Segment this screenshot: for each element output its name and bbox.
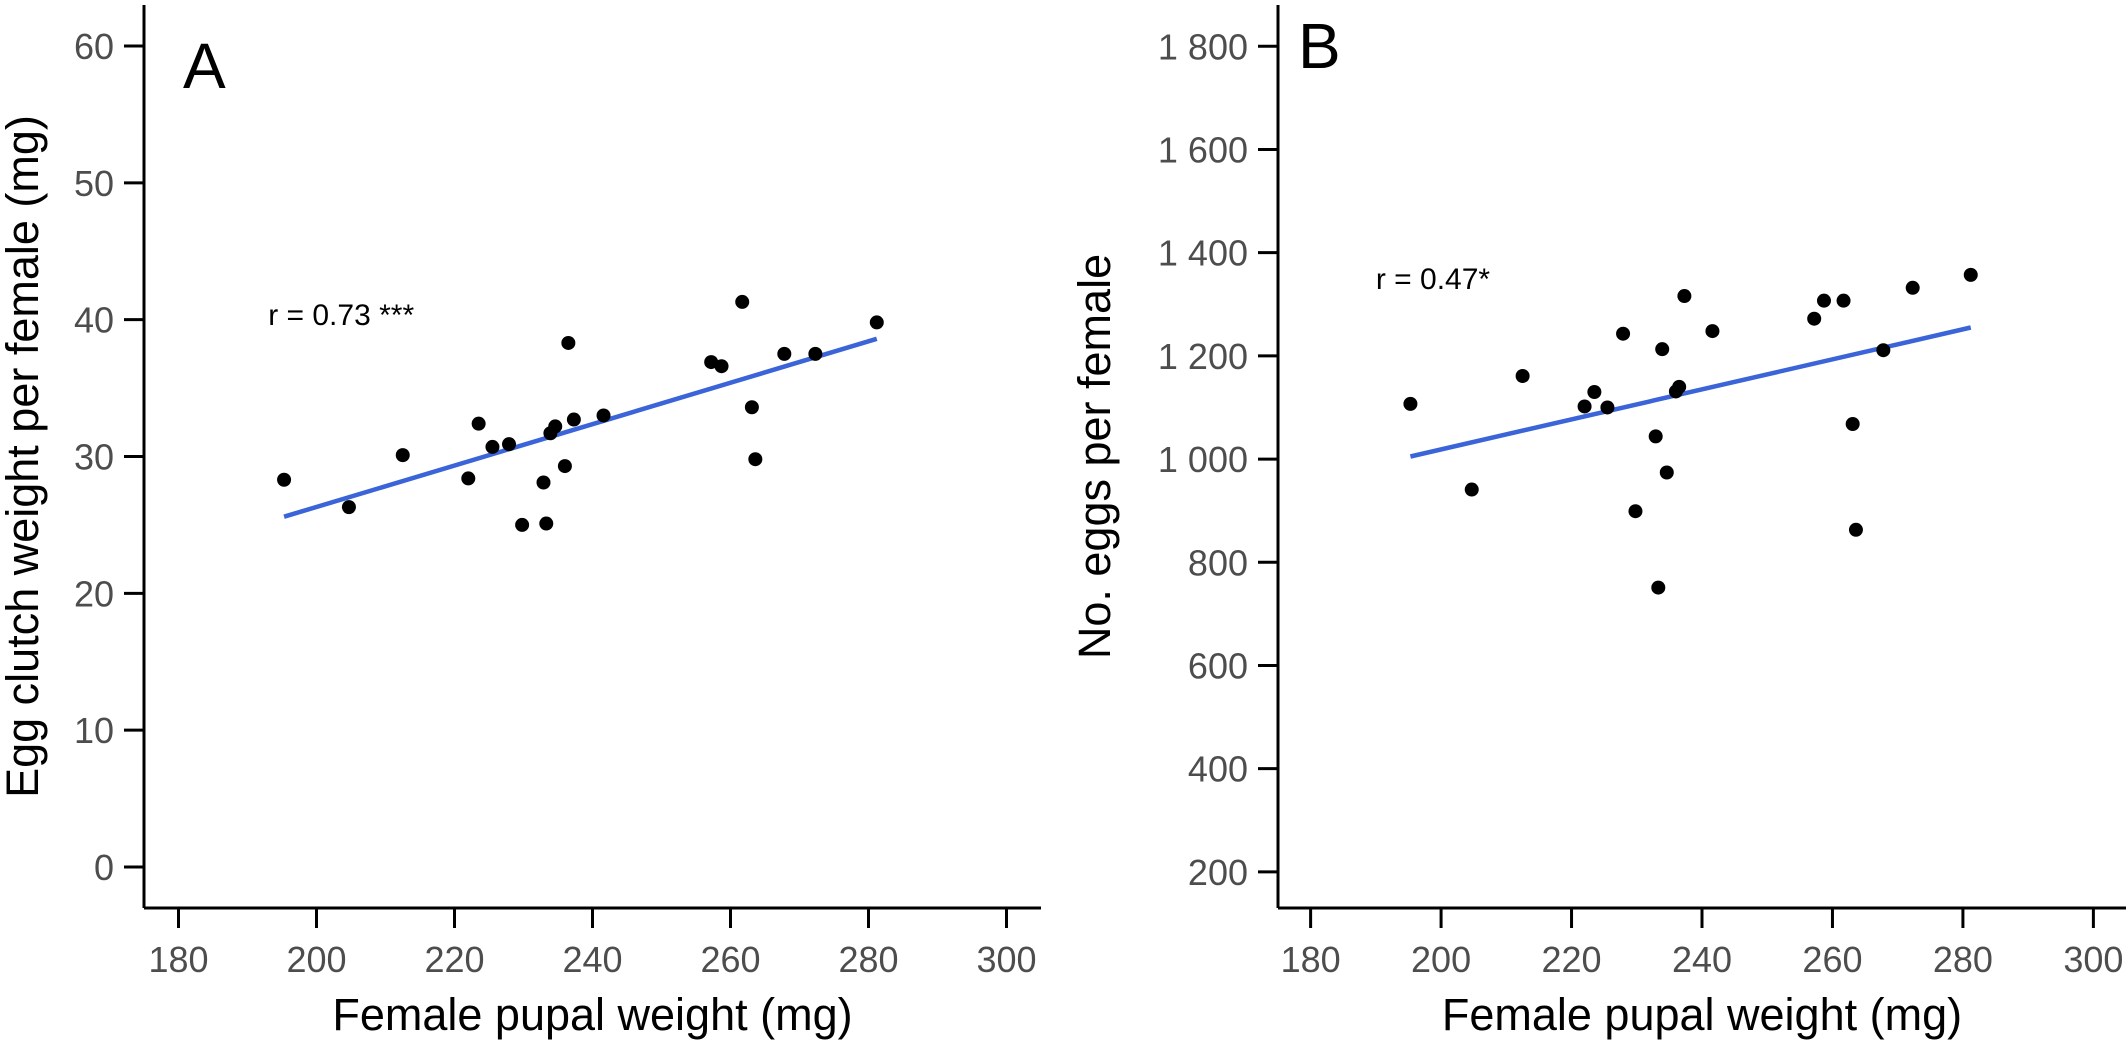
correlation-annotation: r = 0.47*: [1376, 263, 1491, 296]
data-point: [502, 437, 517, 452]
panel-b: 180 200 220 240 260 280 300 200 400 600 800 1 000 1 …: [1069, 5, 2126, 1040]
data-point: [1600, 400, 1615, 415]
data-point: [395, 448, 410, 463]
data-point: [1659, 465, 1674, 480]
y-tick-label: 20: [74, 573, 114, 614]
data-point: [596, 408, 611, 423]
data-point: [1807, 311, 1822, 326]
x-axis-title: Female pupal weight (mg): [332, 989, 852, 1040]
data-point: [1963, 267, 1978, 282]
data-point: [748, 452, 763, 467]
y-axis-title: Egg clutch weight per female (mg): [0, 115, 48, 798]
y-tick-label: 10: [74, 710, 114, 751]
data-point: [1905, 280, 1920, 295]
panel-label: A: [183, 30, 226, 102]
data-point: [557, 459, 572, 474]
y-tick-label: 1 600: [1158, 129, 1248, 170]
data-point: [777, 346, 792, 361]
y-tick-label: 800: [1188, 542, 1248, 583]
x-tick-label: 260: [700, 939, 760, 980]
data-point: [539, 516, 554, 531]
data-point: [561, 335, 576, 350]
y-tick-label: 1 800: [1158, 26, 1248, 67]
x-tick-label: 220: [1541, 939, 1601, 980]
data-point: [1836, 293, 1851, 308]
data-point: [471, 416, 486, 431]
x-tick-label: 240: [1672, 939, 1732, 980]
y-tick-label: 60: [74, 26, 114, 67]
data-point: [1705, 324, 1720, 339]
data-point: [1655, 342, 1670, 357]
data-point: [1651, 580, 1666, 595]
panel-a: 180 200 220 240 260 280 300 0 10 20 30 40 50 60 Female…: [0, 5, 1041, 1040]
data-point: [735, 294, 750, 309]
regression-line: [283, 336, 878, 519]
y-tick-label: 30: [74, 437, 114, 478]
y-tick-label: 400: [1188, 749, 1248, 790]
x-tick-label: 200: [1411, 939, 1471, 980]
x-tick-label: 200: [286, 939, 346, 980]
x-axis-title: Female pupal weight (mg): [1442, 989, 1962, 1040]
x-tick-label: 280: [1933, 939, 1993, 980]
y-tick-label: 200: [1188, 852, 1248, 893]
data-point: [548, 419, 563, 434]
data-point: [566, 412, 581, 427]
x-tick-label: 180: [1281, 939, 1341, 980]
data-point: [461, 471, 476, 486]
y-tick-label: 40: [74, 300, 114, 341]
data-point: [1464, 482, 1479, 497]
data-point: [1845, 416, 1860, 431]
y-tick-label: 600: [1188, 645, 1248, 686]
data-point: [1515, 369, 1530, 384]
data-point: [341, 500, 356, 515]
data-point: [1403, 396, 1418, 411]
y-tick-label: 0: [94, 847, 114, 888]
data-point: [1628, 504, 1643, 519]
data-point: [1577, 399, 1592, 414]
data-point: [277, 472, 292, 487]
y-tick-label: 1 400: [1158, 233, 1248, 274]
x-tick-label: 300: [2063, 939, 2123, 980]
data-point: [1876, 343, 1891, 358]
data-point: [1672, 379, 1687, 394]
y-axis-title: No. eggs per female: [1069, 254, 1120, 659]
x-tick-label: 240: [562, 939, 622, 980]
x-tick-label: 180: [148, 939, 208, 980]
data-point: [536, 475, 551, 490]
data-point: [515, 517, 530, 532]
data-point: [744, 400, 759, 415]
correlation-annotation: r = 0.73 ***: [268, 299, 414, 332]
data-point: [485, 439, 500, 454]
data-point: [1648, 429, 1663, 444]
x-tick-label: 260: [1802, 939, 1862, 980]
y-tick-label: 1 000: [1158, 439, 1248, 480]
data-point: [1816, 293, 1831, 308]
x-tick-label: 280: [838, 939, 898, 980]
y-tick-label: 50: [74, 163, 114, 204]
panel-label: B: [1298, 10, 1341, 82]
data-point: [714, 359, 729, 374]
data-point: [1616, 326, 1631, 341]
data-point: [1587, 385, 1602, 399]
data-point: [808, 346, 823, 361]
data-point: [1848, 522, 1863, 537]
x-tick-label: 220: [424, 939, 484, 980]
data-point: [869, 315, 884, 330]
data-point: [1677, 289, 1692, 304]
x-tick-label: 300: [976, 939, 1036, 980]
y-tick-label: 1 200: [1158, 336, 1248, 377]
